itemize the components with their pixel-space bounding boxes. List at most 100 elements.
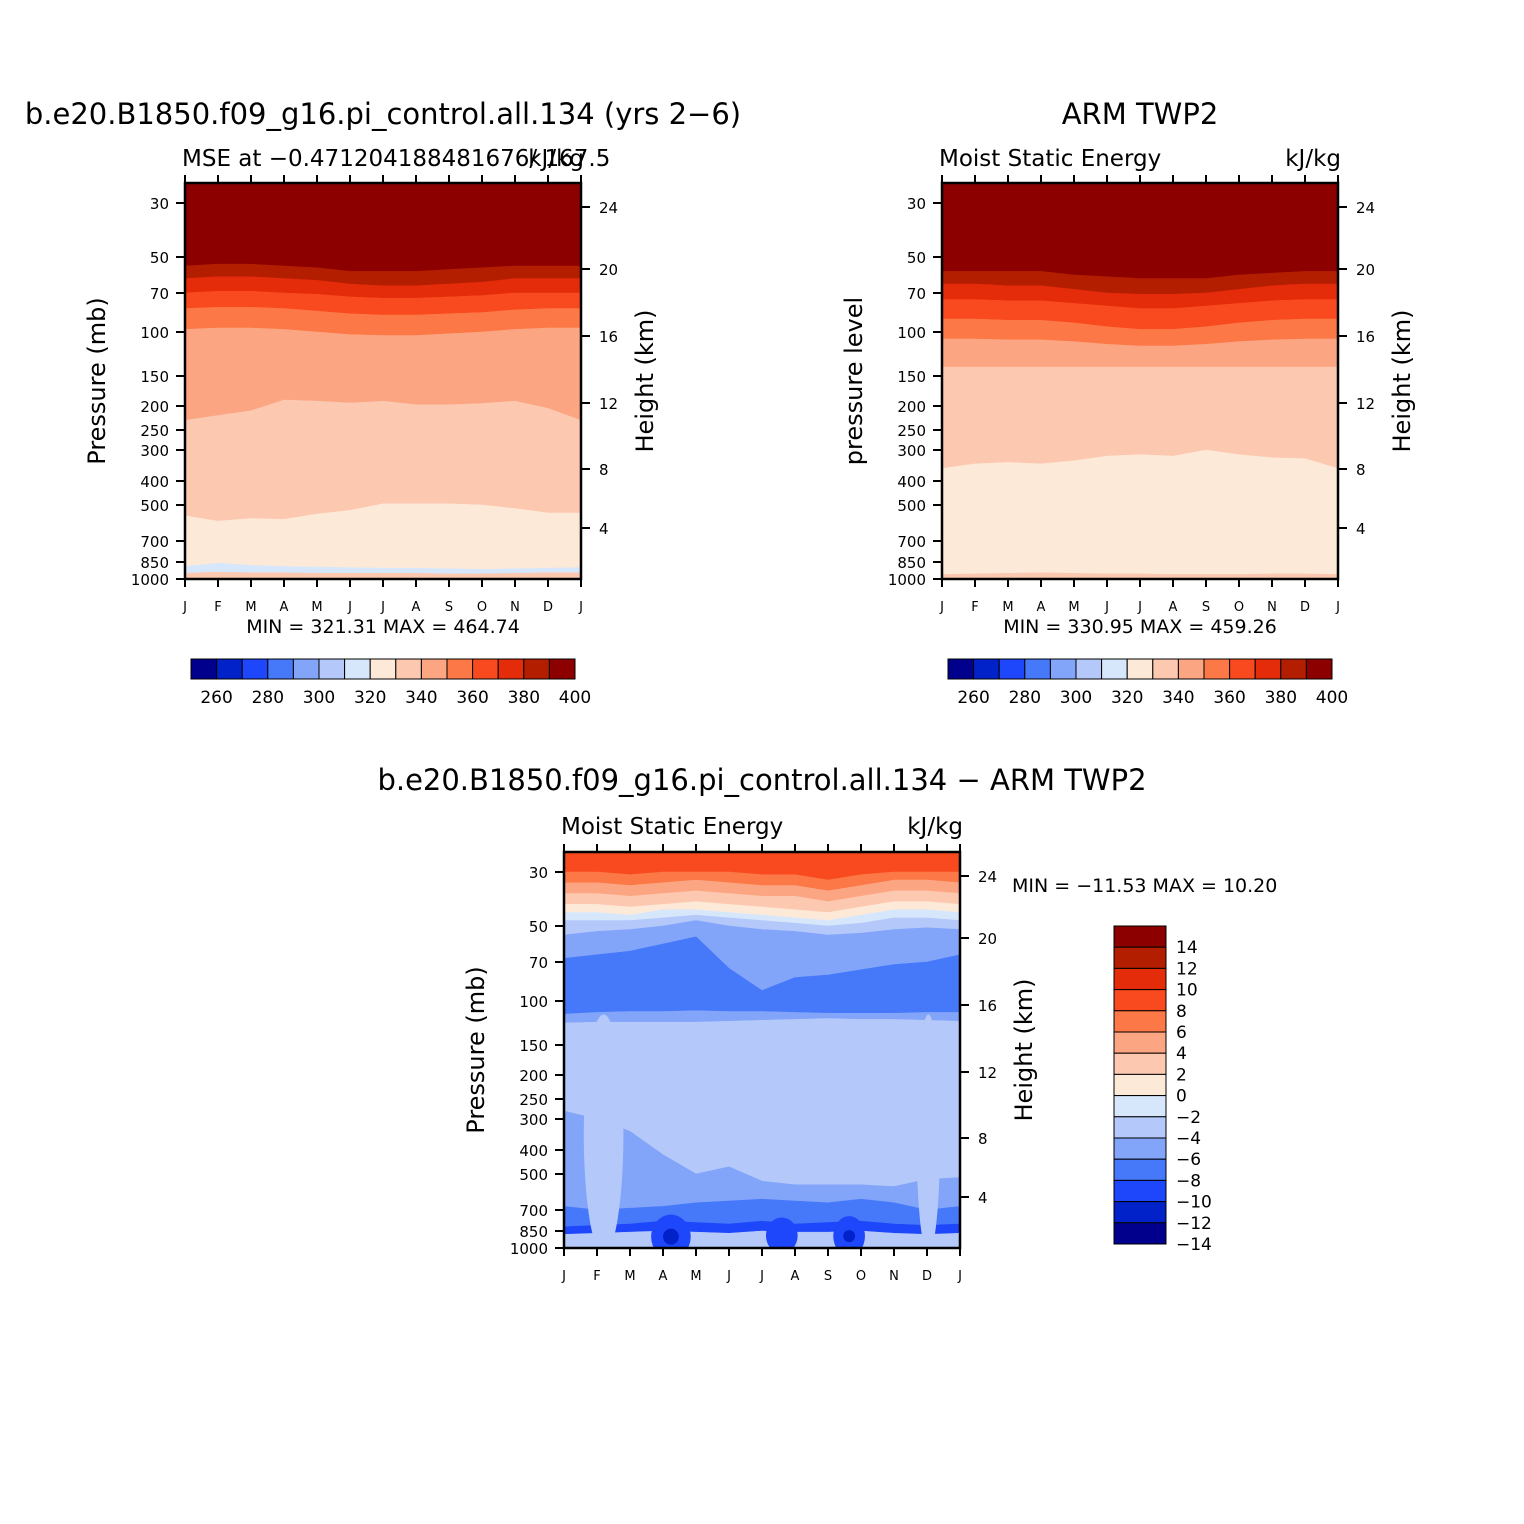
x-tick-label: O	[1234, 600, 1244, 615]
x-tick-label: J	[380, 600, 385, 615]
y-tick-label: 250	[140, 422, 169, 440]
y-tick-label: 700	[519, 1202, 548, 1220]
x-tick-label: A	[280, 600, 289, 615]
x-tick-label: O	[856, 1269, 866, 1284]
colorbar-label: 260	[957, 688, 989, 708]
x-tick-label: J	[561, 1269, 566, 1284]
y-tick-label: 850	[897, 554, 926, 572]
height-tick-label: 20	[1356, 261, 1375, 279]
colorbar-swatch	[1113, 1116, 1167, 1139]
colorbar-swatch	[497, 658, 525, 680]
x-tick-label: D	[543, 600, 553, 615]
x-tick-label: M	[311, 600, 322, 615]
height-tick-label: 4	[1356, 520, 1366, 538]
colorbar-label: −6	[1176, 1150, 1201, 1170]
x-tick-label: S	[445, 600, 453, 615]
height-tick-label: 20	[599, 261, 618, 279]
x-tick-label: F	[593, 1269, 600, 1284]
colorbar-label: 380	[508, 688, 540, 708]
colorbar-swatch	[344, 658, 371, 680]
colorbar: 260 280 300 320 340 360 380 400	[947, 658, 1348, 708]
colorbar-label: 10	[1176, 981, 1198, 1001]
colorbar-label: 320	[1111, 688, 1143, 708]
x-tick-label: A	[1169, 600, 1178, 615]
y-tick-label: 100	[519, 993, 548, 1011]
y-tick-label: 30	[907, 195, 926, 213]
y-tick-label: 850	[140, 554, 169, 572]
y-axis-label: pressure level	[840, 297, 868, 465]
contour-band	[942, 183, 1338, 279]
x-tick-label: O	[477, 600, 487, 615]
chart-units: kJ/kg	[1285, 146, 1341, 172]
colorbar-swatch	[1113, 1137, 1167, 1160]
x-tick-label: J	[759, 1269, 764, 1284]
colorbar-swatch	[1229, 658, 1256, 680]
colorbar-swatch	[1113, 1222, 1167, 1245]
x-tick-label: S	[1202, 600, 1210, 615]
y-tick-label: 30	[150, 195, 169, 213]
colorbar-label: 0	[1176, 1087, 1187, 1107]
x-tick-label: J	[347, 600, 352, 615]
contour-blob	[635, 971, 731, 992]
y-tick-label: 400	[140, 473, 169, 491]
colorbar-swatch	[1113, 1031, 1167, 1054]
x-tick-label: M	[1068, 600, 1079, 615]
contour-blob	[583, 1014, 624, 1248]
contour-band	[564, 1230, 960, 1248]
colorbar-swatch	[1113, 967, 1167, 991]
colorbar-label: 340	[405, 688, 437, 708]
contour-blob	[843, 1230, 856, 1243]
x-tick-label: J	[726, 1269, 731, 1284]
chart-subtitle: Moist Static Energy	[939, 146, 1161, 172]
colorbar-swatch	[1101, 658, 1128, 680]
colorbar-label: −12	[1176, 1214, 1212, 1234]
y-tick-label: 200	[897, 398, 926, 416]
colorbar-swatch	[1152, 658, 1179, 680]
height-axis-label: Height (km)	[1010, 979, 1038, 1122]
colorbar-swatch	[1113, 1179, 1167, 1203]
colorbar-swatch	[1126, 658, 1154, 680]
colorbar-swatch	[1203, 658, 1231, 680]
x-tick-label: M	[1002, 600, 1013, 615]
colorbar-label: 400	[1316, 688, 1348, 708]
colorbar-swatch	[1113, 1052, 1167, 1075]
x-tick-label: A	[659, 1269, 668, 1284]
colorbar-swatch	[1113, 1073, 1167, 1097]
y-tick-label: 1000	[888, 571, 926, 589]
height-tick-label: 16	[599, 328, 618, 346]
y-tick-label: 100	[140, 324, 169, 342]
y-axis-label: Pressure (mb)	[462, 966, 490, 1133]
x-tick-label: S	[824, 1269, 832, 1284]
colorbar-label: 8	[1176, 1002, 1187, 1022]
x-tick-label: N	[1267, 600, 1277, 615]
colorbar-swatch	[446, 658, 474, 680]
x-tick-label: D	[1300, 600, 1310, 615]
colorbar-swatch	[1113, 1010, 1167, 1033]
y-tick-label: 850	[519, 1223, 548, 1241]
colorbar-label: 280	[252, 688, 284, 708]
y-tick-label: 50	[907, 249, 926, 267]
chart-panel-2: J F M A M J J A S O N D J 30 50 70 100 150 200 250 300 400 500…	[840, 97, 1416, 708]
x-tick-label: N	[889, 1269, 899, 1284]
colorbar-swatch	[1049, 658, 1077, 680]
y-tick-label: 300	[897, 442, 926, 460]
x-tick-label: F	[214, 600, 221, 615]
y-tick-label: 400	[897, 473, 926, 491]
height-tick-label: 8	[599, 461, 609, 479]
height-axis-label: Height (km)	[631, 310, 659, 453]
colorbar-label: 340	[1162, 688, 1194, 708]
chart-title: b.e20.B1850.f09_g16.pi_control.all.134 −…	[377, 763, 1146, 797]
y-tick-label: 500	[140, 497, 169, 515]
y-tick-label: 700	[897, 533, 926, 551]
y-tick-label: 500	[897, 497, 926, 515]
colorbar-swatch	[548, 658, 576, 680]
colorbar-swatch	[472, 658, 499, 680]
y-tick-label: 200	[140, 398, 169, 416]
y-tick-label: 70	[907, 285, 926, 303]
contour-fill	[564, 852, 960, 1248]
colorbar-swatch	[1254, 658, 1282, 680]
colorbar-label: 280	[1009, 688, 1041, 708]
y-tick-label: 70	[529, 954, 548, 972]
x-tick-label: D	[922, 1269, 932, 1284]
colorbar-label: −10	[1176, 1193, 1212, 1213]
